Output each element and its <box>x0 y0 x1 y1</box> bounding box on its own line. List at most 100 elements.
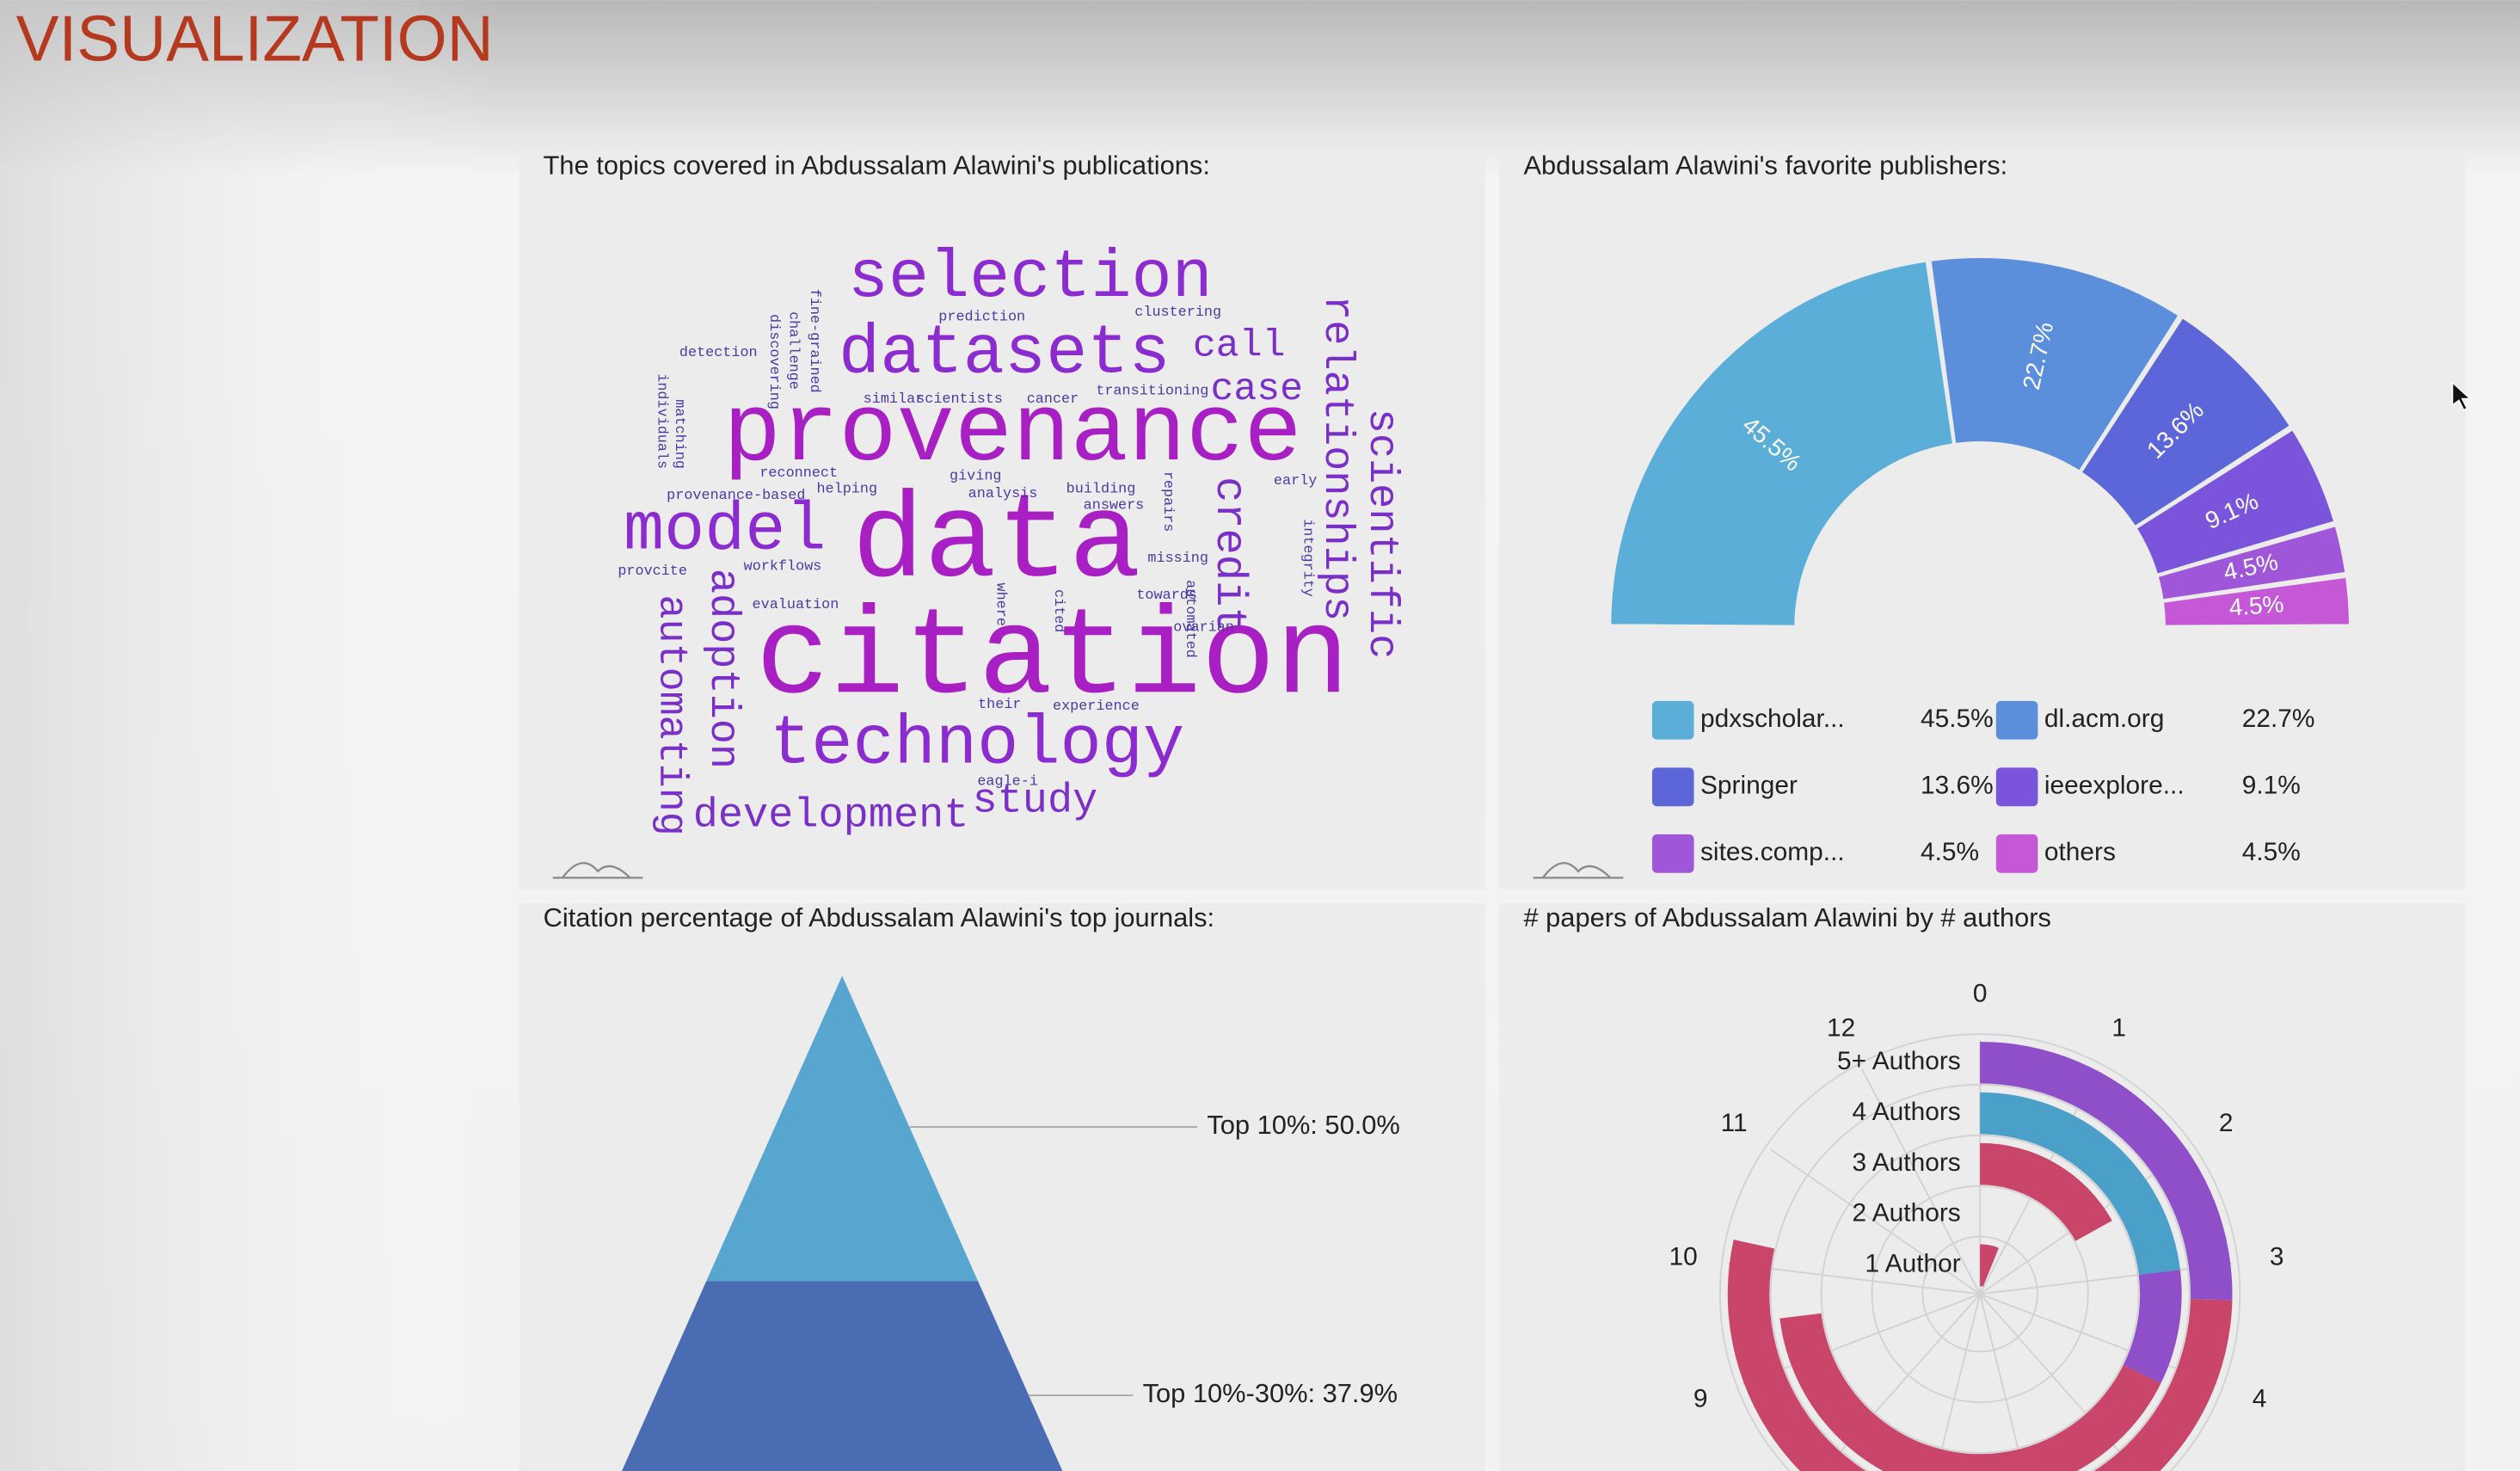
legend-value: 45.5% <box>1921 705 1994 733</box>
word: credit <box>1204 477 1253 633</box>
word: giving <box>950 469 1001 485</box>
legend-label: sites.comp... <box>1700 838 1845 866</box>
category-label: 2 Authors <box>1852 1199 1960 1228</box>
word: case <box>1210 368 1303 411</box>
word: their <box>978 697 1021 713</box>
radial-bar <box>1980 1041 2233 1301</box>
word: detection <box>679 345 758 361</box>
word: matching <box>671 399 687 469</box>
panel-title: # papers of Abdussalam Alawini by # auth… <box>1523 902 2051 932</box>
word: scientists <box>916 391 1003 408</box>
word: transitioning <box>1096 384 1208 400</box>
word: automating <box>648 595 694 836</box>
word: development <box>693 791 969 839</box>
angle-tick-label: 12 <box>1827 1013 1855 1042</box>
word: reconnect <box>759 465 838 482</box>
grid-spoke <box>1979 1294 2025 1471</box>
pyramid-label: Top 10%: 50.0% <box>1207 1110 1400 1140</box>
word: datasets <box>839 315 1171 393</box>
word: ovarian <box>1173 619 1234 636</box>
legend-value: 22.7% <box>2242 705 2315 733</box>
angle-tick-label: 4 <box>2253 1384 2267 1413</box>
donut-segment <box>2156 525 2347 601</box>
legend-swatch <box>1995 767 2038 807</box>
word: technology <box>770 705 1184 784</box>
grid-circle <box>1719 1033 2241 1471</box>
grid-spoke <box>1935 1294 1982 1471</box>
logo-icon <box>1533 862 1624 879</box>
word: relationships <box>1313 295 1361 621</box>
word: evaluation <box>753 597 839 613</box>
word: prediction <box>938 310 1025 326</box>
angle-tick-label: 9 <box>1693 1384 1708 1413</box>
word: study <box>973 778 1098 825</box>
logo-icon <box>552 862 643 879</box>
category-label: 4 Authors <box>1852 1098 1960 1126</box>
panel <box>519 152 1485 889</box>
word: building <box>1066 482 1136 498</box>
mouse-cursor <box>2451 381 2473 411</box>
donut-segment <box>2135 428 2336 575</box>
radial-bar <box>2123 1270 2182 1384</box>
word: similar <box>864 391 925 408</box>
donut-segment <box>2162 575 2351 627</box>
donut-segment <box>1929 256 2180 472</box>
legend-value: 4.5% <box>2242 838 2301 866</box>
panel-title: Citation percentage of Abdussalam Alawin… <box>544 902 1214 932</box>
word: cited <box>1050 589 1066 632</box>
angle-tick-label: 2 <box>2219 1109 2234 1137</box>
legend-label: ieeexplore... <box>2044 772 2185 800</box>
legend-label: dl.acm.org <box>2044 705 2164 733</box>
word: analysis <box>968 486 1038 502</box>
word: provenance <box>723 379 1302 489</box>
radial-bar <box>1980 1244 1999 1287</box>
legend-value: 13.6% <box>1921 772 1994 800</box>
legend-label: pdxscholar... <box>1700 705 1845 733</box>
slide-title: VISUALIZATION <box>16 2 494 74</box>
word: individuals <box>653 373 669 469</box>
word: fine-grained <box>806 289 822 393</box>
grid-spoke <box>1770 1148 1981 1296</box>
word: adoption <box>699 569 747 769</box>
word: early <box>1274 473 1317 489</box>
word: missing <box>1147 551 1208 567</box>
segment-label: 4.5% <box>2228 590 2285 620</box>
legend-swatch <box>1651 700 1694 740</box>
category-label: 1 Author <box>1865 1250 1960 1278</box>
word: data <box>851 476 1140 612</box>
legend-swatch <box>1651 767 1694 807</box>
word: citation <box>756 589 1350 729</box>
word: scientific <box>1358 409 1405 660</box>
pyramid-segment <box>621 1281 1063 1471</box>
word: answers <box>1084 497 1145 514</box>
word: selection <box>848 240 1213 317</box>
angle-tick-label: 11 <box>1721 1109 1748 1137</box>
word: provenance-based <box>667 488 805 504</box>
word: cancer <box>1027 391 1079 408</box>
legend-value: 9.1% <box>2242 772 2301 800</box>
donut-segment <box>2080 317 2292 528</box>
legend-label: Springer <box>1700 772 1798 800</box>
angle-tick-label: 0 <box>1973 980 1988 1008</box>
word: where <box>993 583 1009 626</box>
word: provcite <box>618 563 687 580</box>
angle-tick-label: 3 <box>2270 1242 2284 1271</box>
word: integrity <box>1300 519 1316 597</box>
legend-swatch <box>1995 700 2038 740</box>
word: helping <box>816 482 877 498</box>
pyramid-segment <box>706 976 979 1282</box>
word: automated <box>1182 580 1198 658</box>
panel-title: The topics covered in Abdussalam Alawini… <box>544 151 1210 181</box>
word: towards <box>1136 588 1197 604</box>
legend-value: 4.5% <box>1921 838 1979 866</box>
word: discovering <box>765 314 782 409</box>
radial-bar <box>1779 1313 2161 1471</box>
donut-segment <box>1609 260 1954 627</box>
word: workflows <box>744 558 822 575</box>
panel <box>1499 903 2466 1471</box>
legend-swatch <box>1995 834 2038 873</box>
grid-spoke <box>1861 1068 1981 1295</box>
pyramid-label: Top 10%-30%: 37.9% <box>1143 1378 1398 1408</box>
word: call <box>1193 325 1286 368</box>
